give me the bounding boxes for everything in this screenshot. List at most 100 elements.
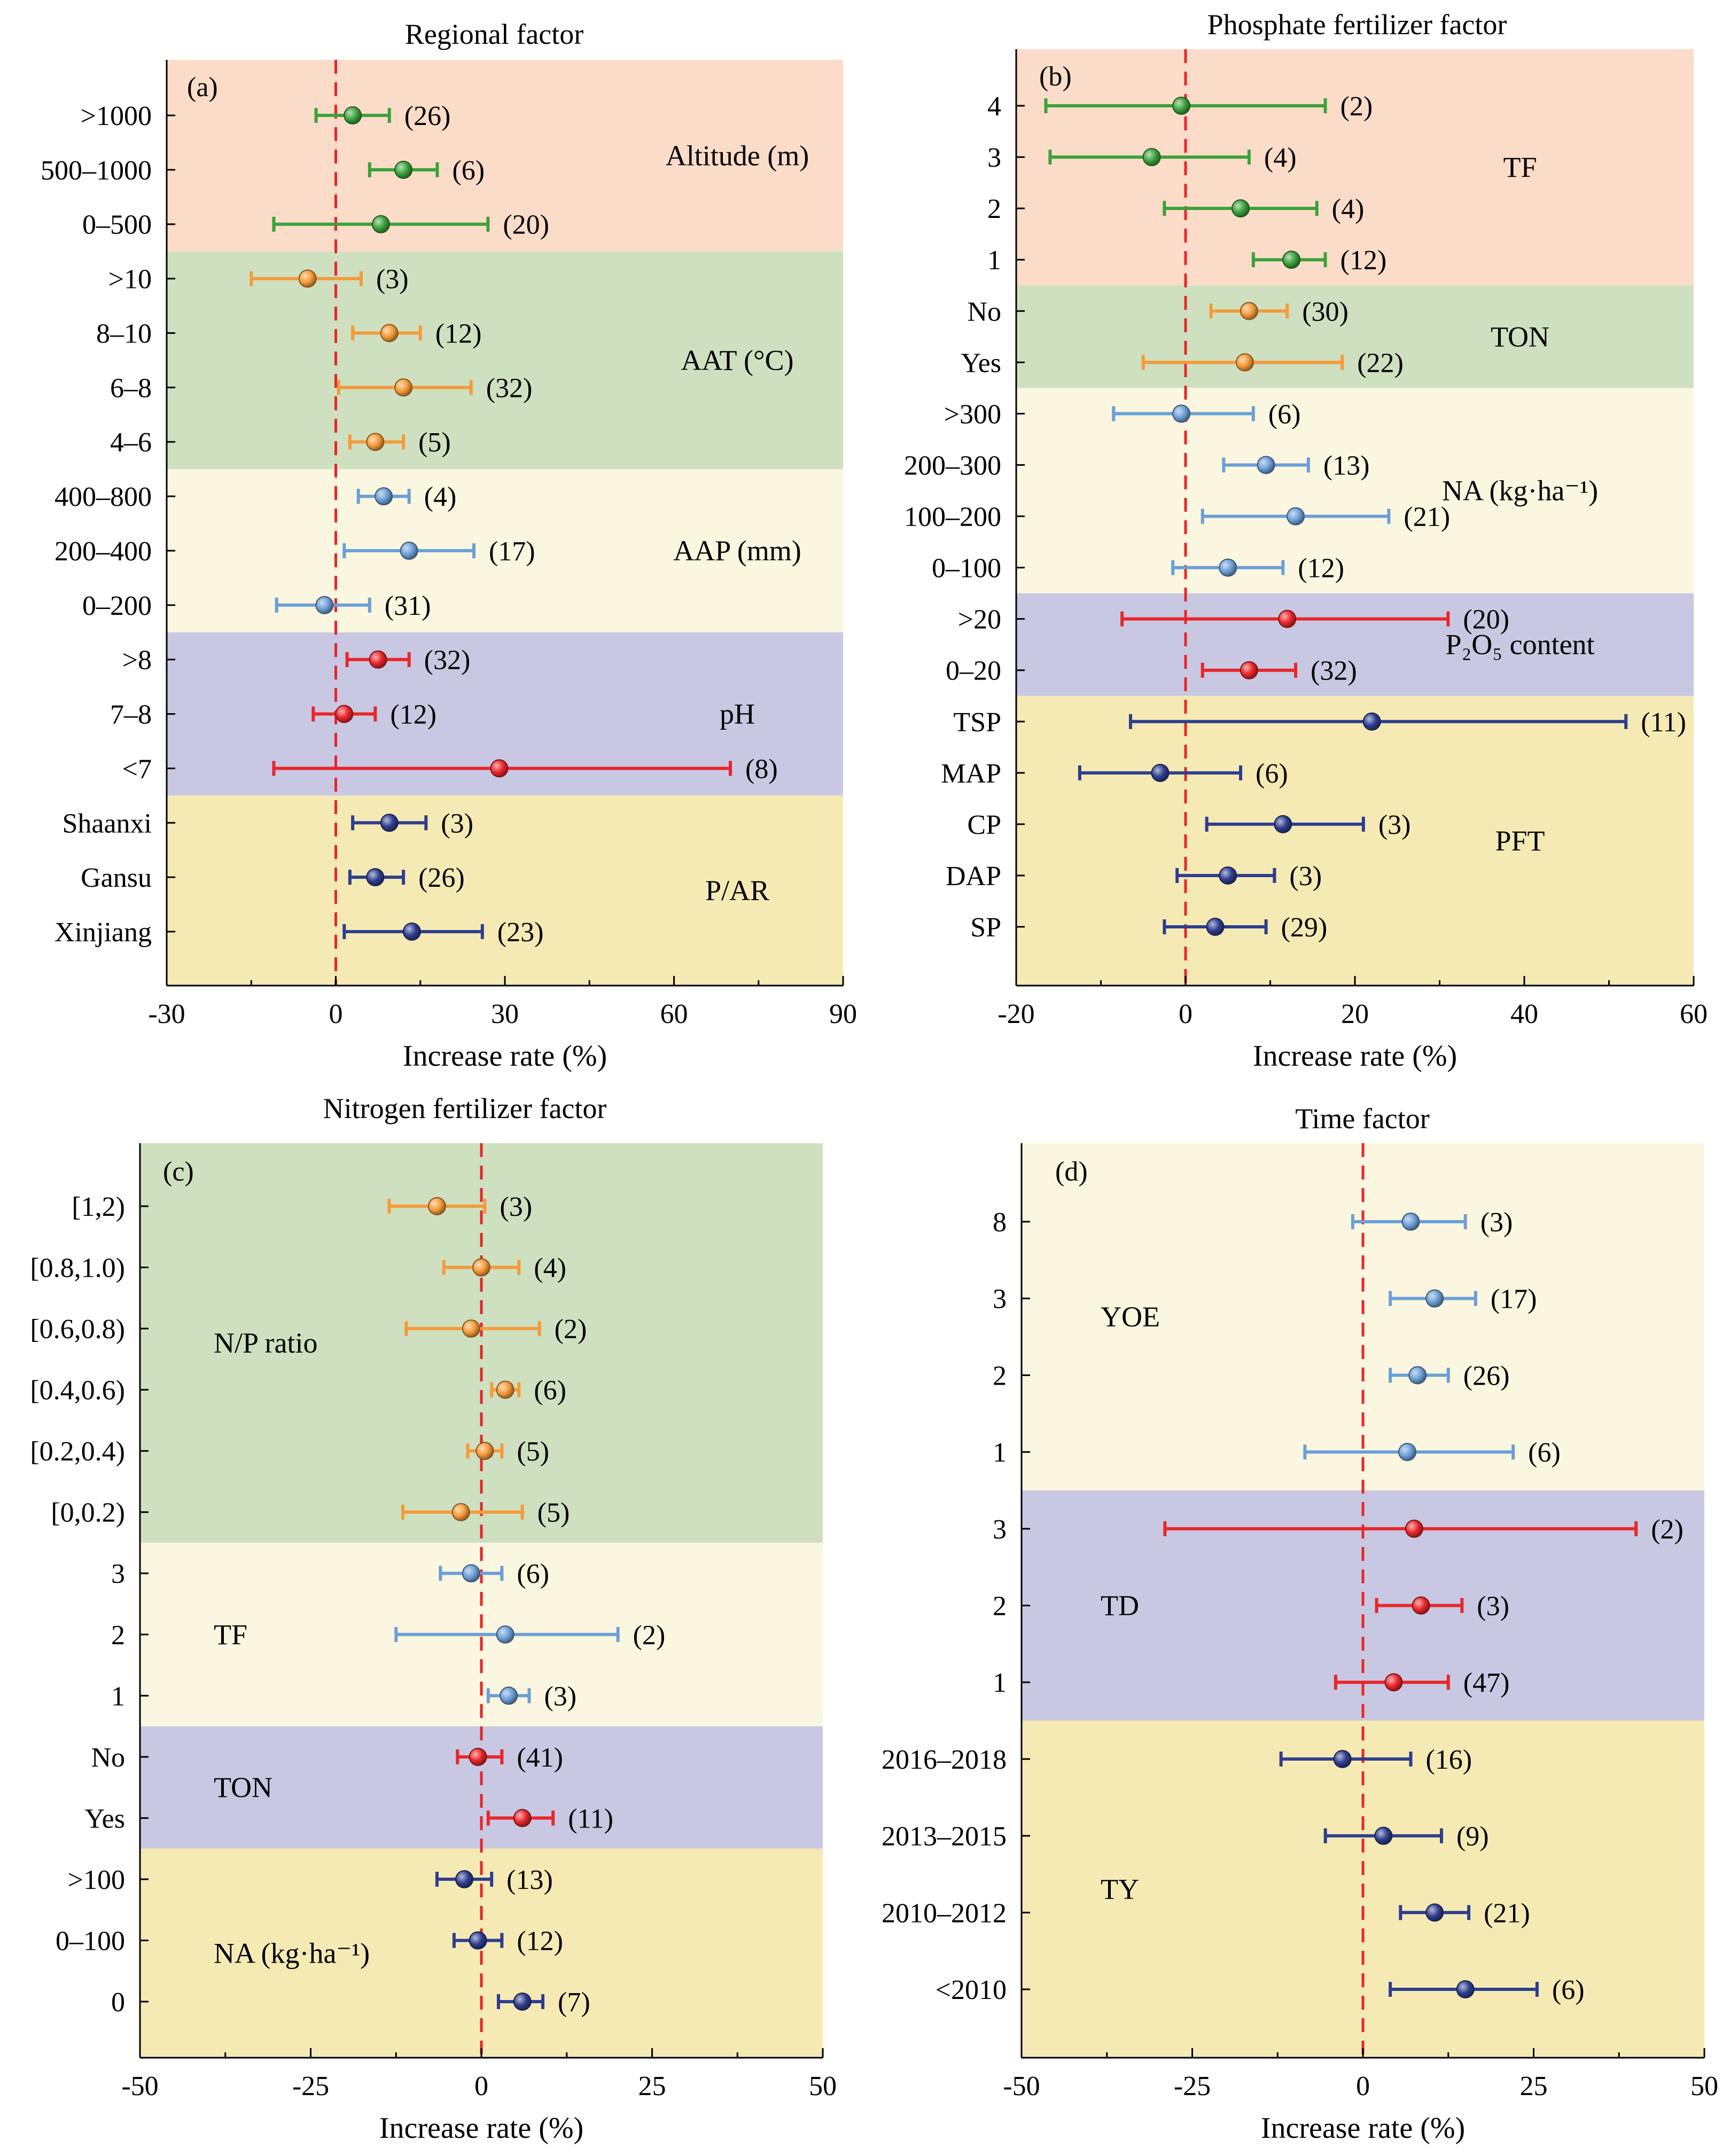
group-band-p-ar [167, 795, 843, 986]
sample-size-label: (26) [404, 101, 451, 131]
mean-point [1425, 1903, 1444, 1922]
y-tick-label: >8 [122, 645, 152, 676]
mean-point [1240, 661, 1258, 679]
x-tick-label: 50 [1690, 2071, 1718, 2102]
y-tick-label: 0–200 [82, 591, 152, 621]
mean-point [1257, 456, 1275, 474]
sample-size-label: (5) [537, 1498, 570, 1528]
y-tick-label: Shaanxi [62, 808, 152, 839]
sample-size-label: (12) [1341, 245, 1387, 276]
y-tick-label: Xinjiang [54, 917, 152, 948]
group-label-tf: TF [1503, 151, 1537, 183]
panel-a: -30 0 30 60 90 >1000 (26) 500–1000 (6) 0–500 (20) >… [41, 18, 857, 1073]
mean-point [1412, 1596, 1430, 1615]
x-tick-label: 25 [1520, 2071, 1548, 2102]
group-label-ton: TON [214, 1771, 272, 1803]
panel-title: Regional factor [405, 18, 583, 50]
sample-size-label: (31) [385, 591, 431, 621]
mean-point [1151, 763, 1170, 782]
sample-size-label: (3) [500, 1192, 532, 1222]
sample-size-label: (22) [1357, 348, 1404, 378]
sample-size-label: (6) [1268, 399, 1301, 429]
mean-point [1172, 97, 1191, 115]
x-tick-label: 60 [660, 999, 688, 1029]
mean-point [1274, 815, 1292, 833]
sample-size-label: (47) [1463, 1668, 1510, 1698]
mean-point [1287, 507, 1305, 526]
x-tick-label: -50 [121, 2071, 158, 2102]
panel-title: Time factor [1295, 1103, 1429, 1135]
sample-size-label: (5) [517, 1436, 549, 1467]
sample-size-label: (21) [1484, 1898, 1530, 1928]
group-label-tf: TF [214, 1619, 247, 1651]
mean-point [1408, 1366, 1427, 1385]
mean-point [1206, 918, 1225, 936]
sample-size-label: (3) [1480, 1207, 1513, 1238]
y-tick-label: Yes [961, 348, 1001, 378]
x-tick-label: -50 [1003, 2071, 1040, 2102]
y-tick-label: 2010–2012 [882, 1898, 1007, 1928]
sample-size-label: (4) [534, 1253, 566, 1284]
mean-point [366, 868, 385, 887]
mean-point [298, 269, 317, 288]
group-label-p-ar: P/AR [705, 874, 769, 907]
sample-size-label: (5) [418, 427, 451, 458]
sample-size-label: (20) [503, 210, 549, 240]
y-tick-label: <2010 [936, 1975, 1007, 2005]
y-tick-label: >100 [68, 1865, 125, 1895]
mean-point [366, 433, 385, 451]
sample-size-label: (3) [441, 808, 473, 839]
y-tick-label: 2016–2018 [882, 1745, 1007, 1775]
y-tick-label: 1 [993, 1668, 1007, 1698]
sample-size-label: (7) [558, 1987, 590, 2018]
y-tick-label: 6–8 [110, 373, 152, 403]
x-tick-label: 60 [1680, 999, 1708, 1029]
group-label-td: TD [1101, 1590, 1139, 1622]
y-tick-label: [0.8,1.0) [30, 1253, 125, 1284]
y-tick-label: 0–20 [946, 656, 1001, 686]
mean-point [1401, 1213, 1420, 1231]
sample-size-label: (2) [1341, 91, 1373, 122]
sample-size-label: (32) [424, 645, 471, 676]
group-band-tf [1016, 49, 1694, 286]
y-tick-label: 8 [993, 1207, 1007, 1238]
x-tick-label: 0 [329, 999, 343, 1029]
y-tick-label: 4 [987, 91, 1001, 122]
mean-point [369, 650, 387, 669]
sample-size-label: (23) [497, 917, 544, 948]
group-label-na-kg-ha: NA (kg·ha⁻¹) [1442, 474, 1598, 506]
y-tick-label: No [91, 1743, 125, 1773]
y-tick-label: 1 [993, 1438, 1007, 1468]
mean-point [335, 705, 354, 723]
mean-point [496, 1625, 515, 1644]
x-tick-label: -25 [1174, 2071, 1211, 2102]
y-tick-label: 200–300 [904, 450, 1001, 481]
mean-point [451, 1503, 470, 1521]
x-axis-label: Increase rate (%) [1261, 2112, 1465, 2145]
y-tick-label: 3 [111, 1559, 125, 1589]
group-label-p-o-content: P₂O₅ content [1445, 629, 1594, 661]
y-tick-label: 8–10 [96, 318, 152, 349]
mean-point [400, 541, 418, 560]
y-tick-label: [0.2,0.4) [30, 1436, 125, 1467]
mean-point [402, 923, 421, 941]
y-tick-label: 400–800 [54, 482, 152, 512]
sample-size-label: (41) [517, 1743, 563, 1773]
sample-size-label: (4) [1264, 143, 1297, 173]
x-tick-label: 50 [809, 2071, 837, 2102]
sample-size-label: (3) [1378, 810, 1411, 840]
mean-point [315, 596, 334, 614]
sample-size-label: (6) [452, 155, 485, 186]
y-tick-label: 0 [111, 1987, 125, 2018]
mean-point [462, 1564, 480, 1583]
sample-size-label: (13) [1323, 450, 1370, 481]
y-tick-label: [0.6,0.8) [30, 1314, 125, 1345]
y-tick-label: 500–1000 [41, 155, 152, 186]
mean-point [380, 324, 399, 342]
y-tick-label: 3 [993, 1514, 1007, 1545]
sample-size-label: (29) [1281, 912, 1328, 943]
x-tick-label: -20 [998, 999, 1034, 1029]
y-tick-label: 3 [993, 1284, 1007, 1315]
sample-size-label: (11) [1641, 707, 1686, 738]
panel-label: (b) [1039, 61, 1072, 92]
